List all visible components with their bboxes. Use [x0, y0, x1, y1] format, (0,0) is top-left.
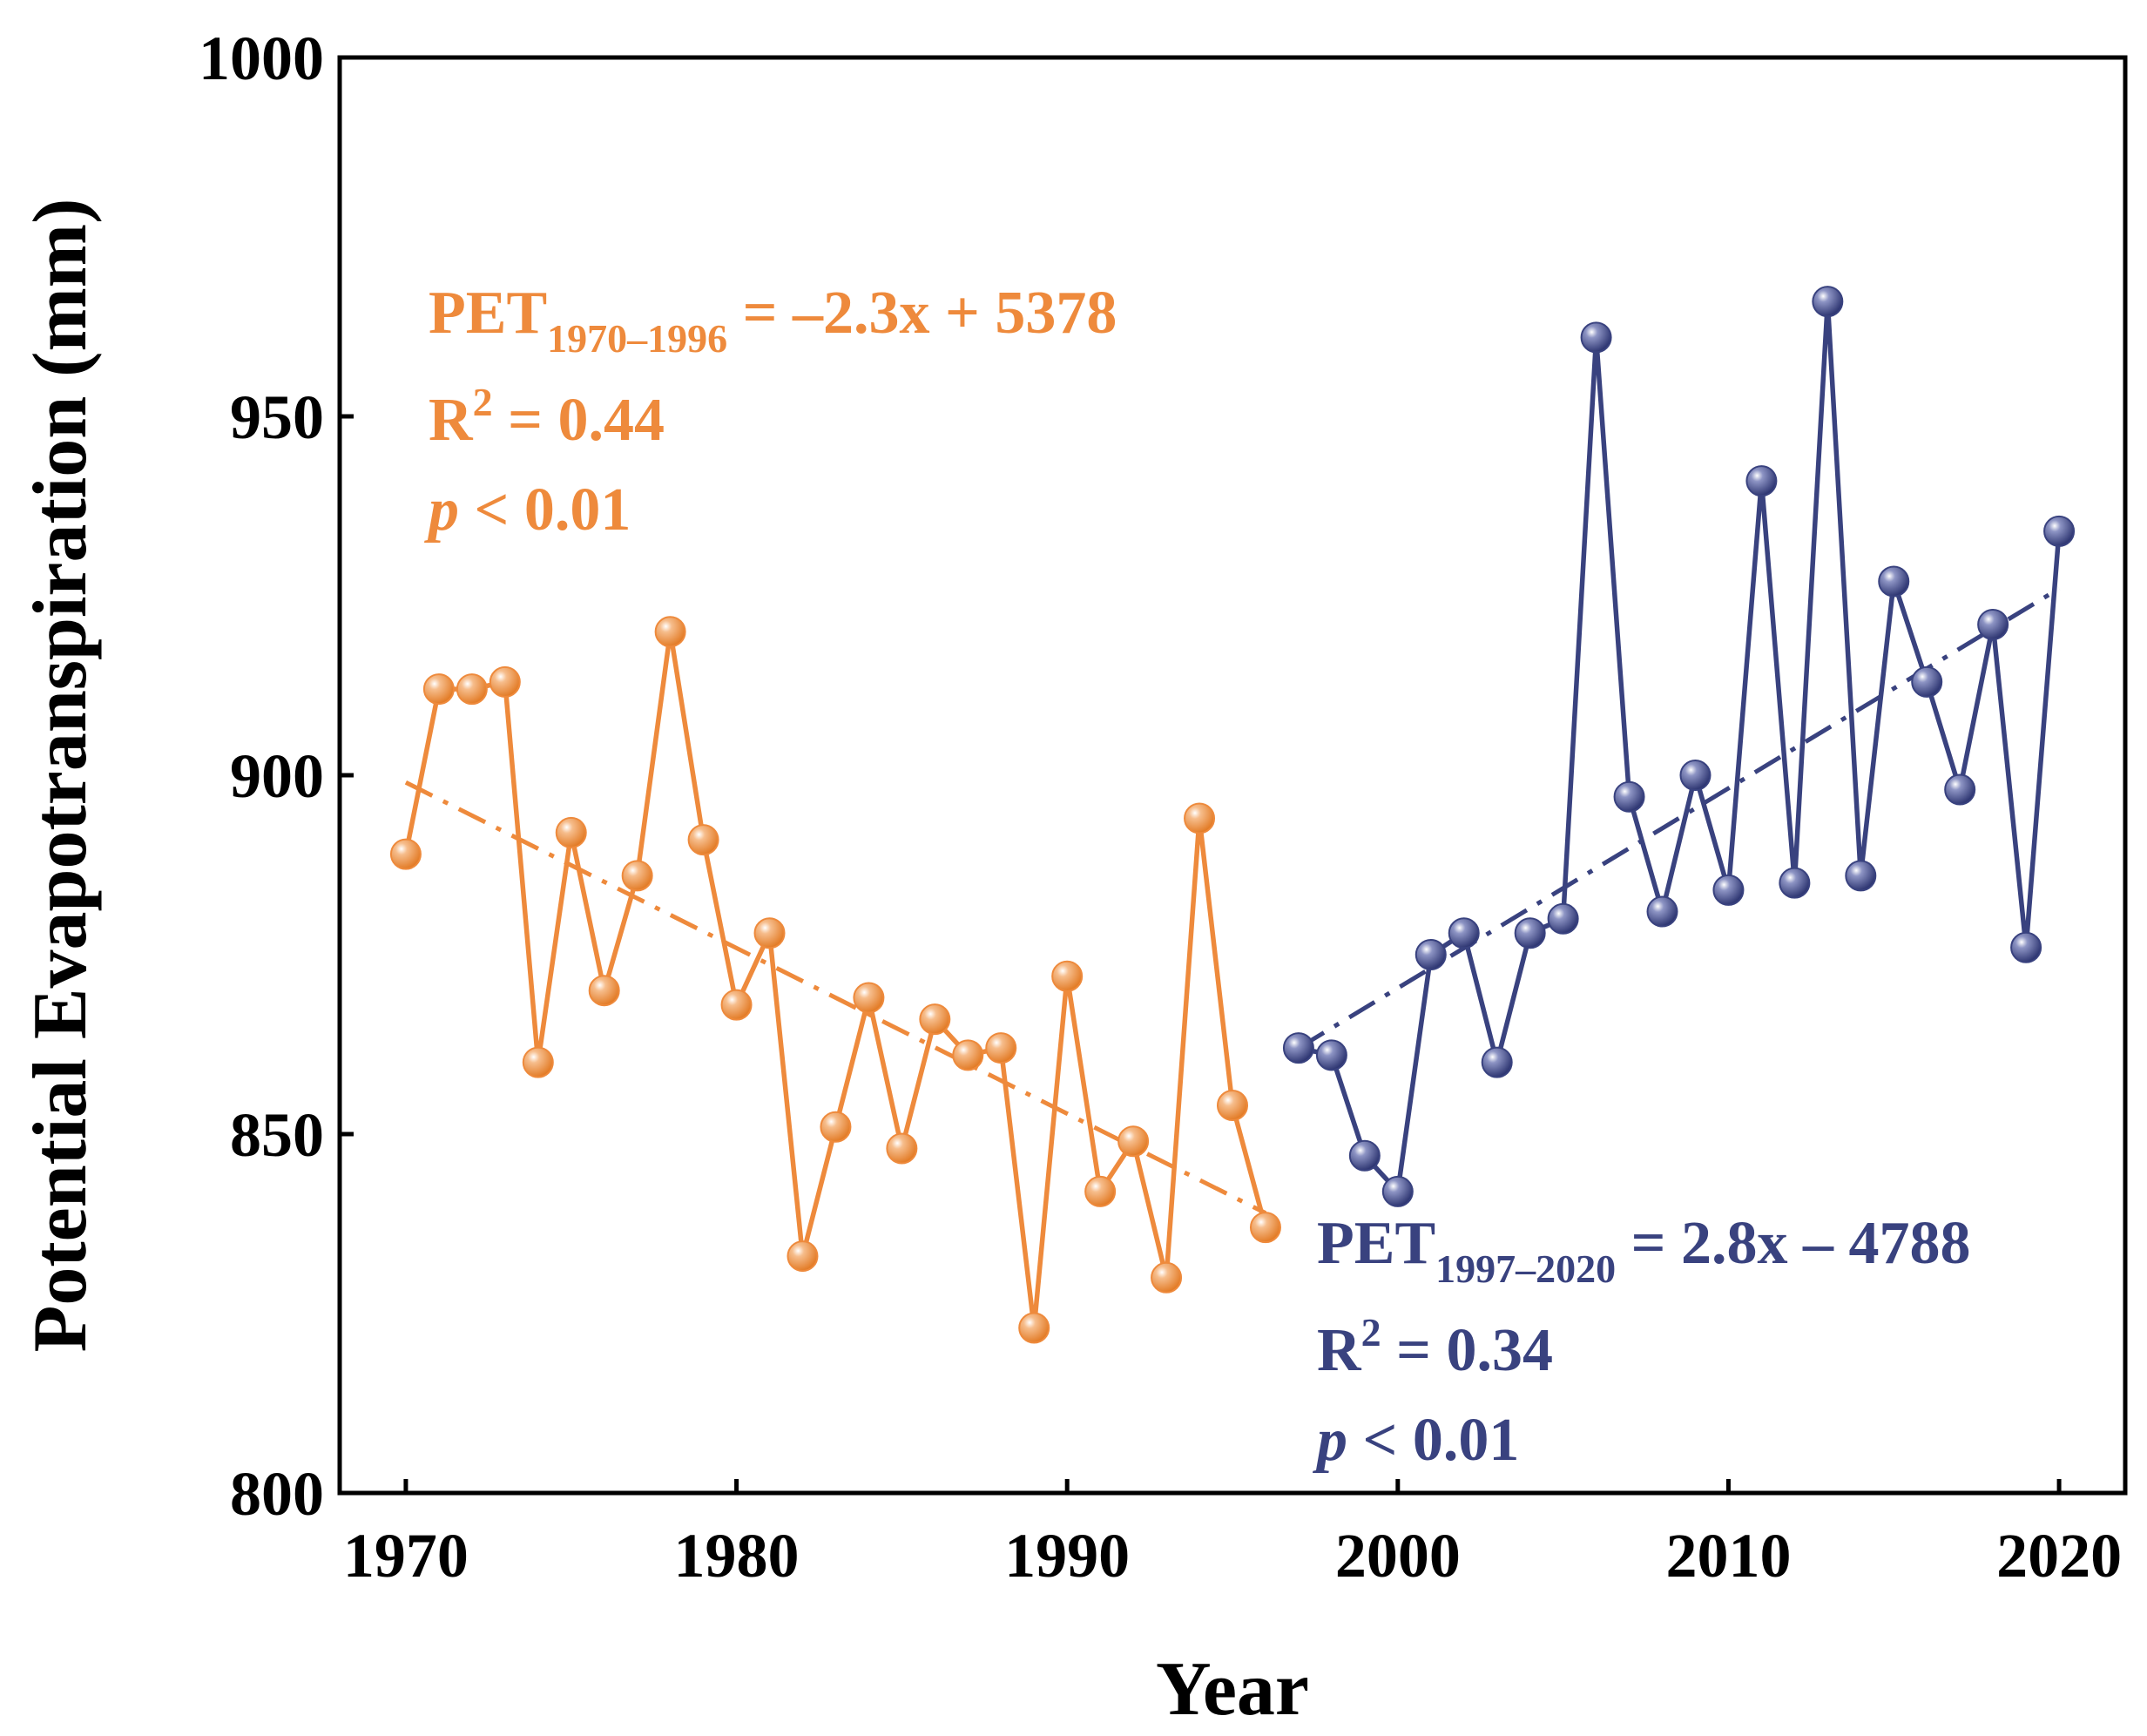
data-point [1977, 608, 2009, 640]
data-point [1018, 1312, 1050, 1344]
data-point [1051, 960, 1084, 992]
x-tick-label: 2020 [1996, 1521, 2122, 1591]
data-point [1282, 1032, 1314, 1064]
data-point [1448, 917, 1480, 949]
data-point [1878, 565, 1910, 598]
series-layer [389, 286, 2076, 1344]
data-point [1084, 1175, 1117, 1207]
data-point [952, 1039, 984, 1071]
p-value-1997-2020: p < 0.01 [1313, 1407, 1519, 1474]
data-point [1779, 867, 1811, 899]
data-point [1315, 1039, 1347, 1071]
data-point [1381, 1175, 1414, 1207]
data-point [1745, 465, 1778, 497]
data-point [1646, 895, 1678, 928]
data-point [753, 917, 786, 949]
y-axis-label: Potential Evapotranspiration (mm) [18, 199, 103, 1353]
data-point [1547, 902, 1579, 935]
data-point [621, 860, 653, 892]
x-tick-label: 1970 [343, 1521, 469, 1591]
data-point [1117, 1125, 1150, 1158]
r-squared-1970-1996: R2 = 0.44 [429, 380, 665, 454]
data-point [1712, 874, 1745, 906]
y-tick-label: 850 [230, 1100, 324, 1170]
data-point [422, 673, 455, 706]
data-point [489, 665, 521, 698]
trend-line-0 [404, 780, 1267, 1215]
annotation-series-1997-2020: PET1997–2020 = 2.8x – 4788 R2 = 0.34 p <… [1313, 1210, 1971, 1474]
data-point [654, 616, 686, 648]
x-tick-label: 2010 [1665, 1521, 1791, 1591]
p-value-1970-1996: p < 0.01 [424, 476, 631, 544]
data-point [1911, 665, 1943, 698]
y-tick-label: 800 [230, 1459, 324, 1529]
data-point [919, 1003, 951, 1036]
annotation-series-1970-1996: PET1970–1996 = –2.3x + 5378 R2 = 0.44 p … [424, 280, 1117, 544]
data-point [1481, 1046, 1513, 1078]
series-line-0 [403, 631, 1268, 1328]
data-point [1944, 773, 1976, 806]
data-point [687, 824, 719, 856]
data-point [1249, 1212, 1281, 1244]
trend-line-1 [1297, 586, 2061, 1050]
data-point [1184, 802, 1216, 834]
data-point [588, 975, 620, 1007]
data-point [1514, 917, 1546, 949]
equation-1997-2020: PET1997–2020 = 2.8x – 4788 [1317, 1210, 1971, 1291]
data-point [787, 1240, 819, 1273]
y-tick-label: 950 [230, 382, 324, 452]
y-axis: 800 850 900 950 1000 [199, 24, 354, 1529]
plot-frame [337, 55, 2128, 1496]
data-point [389, 838, 422, 870]
data-point [456, 673, 488, 706]
series-1 [1282, 286, 2076, 1207]
data-point [555, 816, 587, 848]
data-point [522, 1046, 554, 1078]
data-point [720, 989, 753, 1021]
data-point [985, 1032, 1017, 1064]
data-point [2043, 515, 2076, 547]
data-point [2010, 931, 2042, 963]
data-point [1845, 860, 1877, 892]
x-tick-label: 1980 [674, 1521, 800, 1591]
data-point [853, 982, 885, 1014]
data-point [1348, 1139, 1381, 1172]
x-tick-label: 1990 [1004, 1521, 1130, 1591]
data-point [886, 1132, 918, 1165]
x-axis: 1970 1980 1990 2000 2010 2020 [343, 1479, 2122, 1591]
data-point [1812, 286, 1844, 318]
x-tick-label: 2000 [1335, 1521, 1461, 1591]
data-point [1217, 1090, 1248, 1122]
data-point [1151, 1261, 1183, 1294]
plot-border [337, 55, 2128, 1496]
r-squared-1997-2020: R2 = 0.34 [1317, 1310, 1553, 1384]
x-axis-label: Year [1156, 1647, 1309, 1732]
data-point [820, 1111, 852, 1143]
data-point [1613, 780, 1645, 813]
equation-1970-1996: PET1970–1996 = –2.3x + 5378 [429, 280, 1117, 361]
series-line-1 [1298, 301, 2062, 1198]
y-tick-label: 900 [230, 741, 324, 811]
series-0 [389, 616, 1281, 1344]
data-point [1414, 939, 1447, 970]
data-point [1580, 321, 1612, 354]
data-point [1679, 760, 1712, 791]
y-tick-label: 1000 [199, 24, 324, 93]
